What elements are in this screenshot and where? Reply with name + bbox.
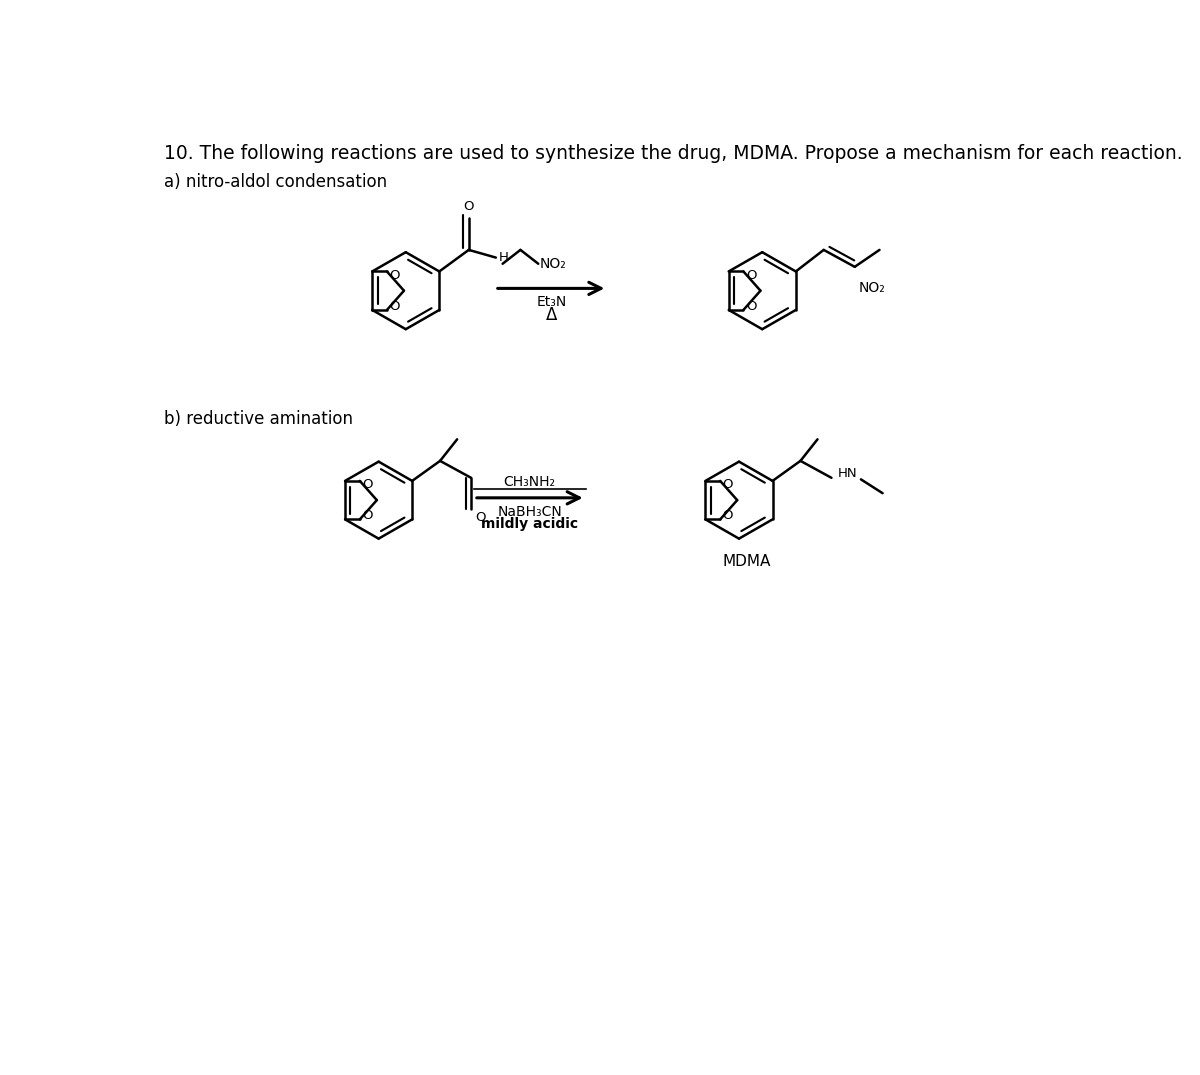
Text: O: O: [746, 269, 756, 282]
Text: b) reductive amination: b) reductive amination: [164, 410, 353, 428]
Text: O: O: [746, 300, 756, 313]
Text: O: O: [722, 478, 733, 491]
Text: HN: HN: [838, 467, 857, 479]
Text: O: O: [390, 269, 400, 282]
Text: O: O: [475, 512, 486, 525]
Text: Δ: Δ: [546, 306, 557, 325]
Text: MDMA: MDMA: [722, 555, 770, 570]
Text: CH₃NH₂: CH₃NH₂: [504, 475, 556, 489]
Text: O: O: [362, 478, 373, 491]
Text: O: O: [463, 200, 474, 213]
Text: NO₂: NO₂: [858, 282, 886, 296]
Text: Et₃N: Et₃N: [536, 296, 566, 310]
Text: 10. The following reactions are used to synthesize the drug, MDMA. Propose a mec: 10. The following reactions are used to …: [164, 144, 1182, 163]
Text: NO₂: NO₂: [540, 257, 566, 271]
Text: mildly acidic: mildly acidic: [481, 517, 578, 531]
Text: O: O: [362, 510, 373, 522]
Text: O: O: [722, 510, 733, 522]
Text: a) nitro-aldol condensation: a) nitro-aldol condensation: [164, 173, 388, 191]
Text: O: O: [390, 300, 400, 313]
Text: H: H: [499, 252, 509, 264]
Text: NaBH₃CN: NaBH₃CN: [497, 504, 562, 519]
